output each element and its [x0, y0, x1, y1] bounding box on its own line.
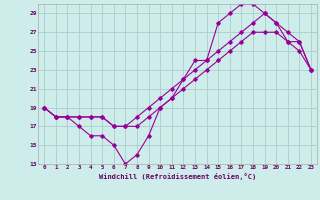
X-axis label: Windchill (Refroidissement éolien,°C): Windchill (Refroidissement éolien,°C): [99, 173, 256, 180]
